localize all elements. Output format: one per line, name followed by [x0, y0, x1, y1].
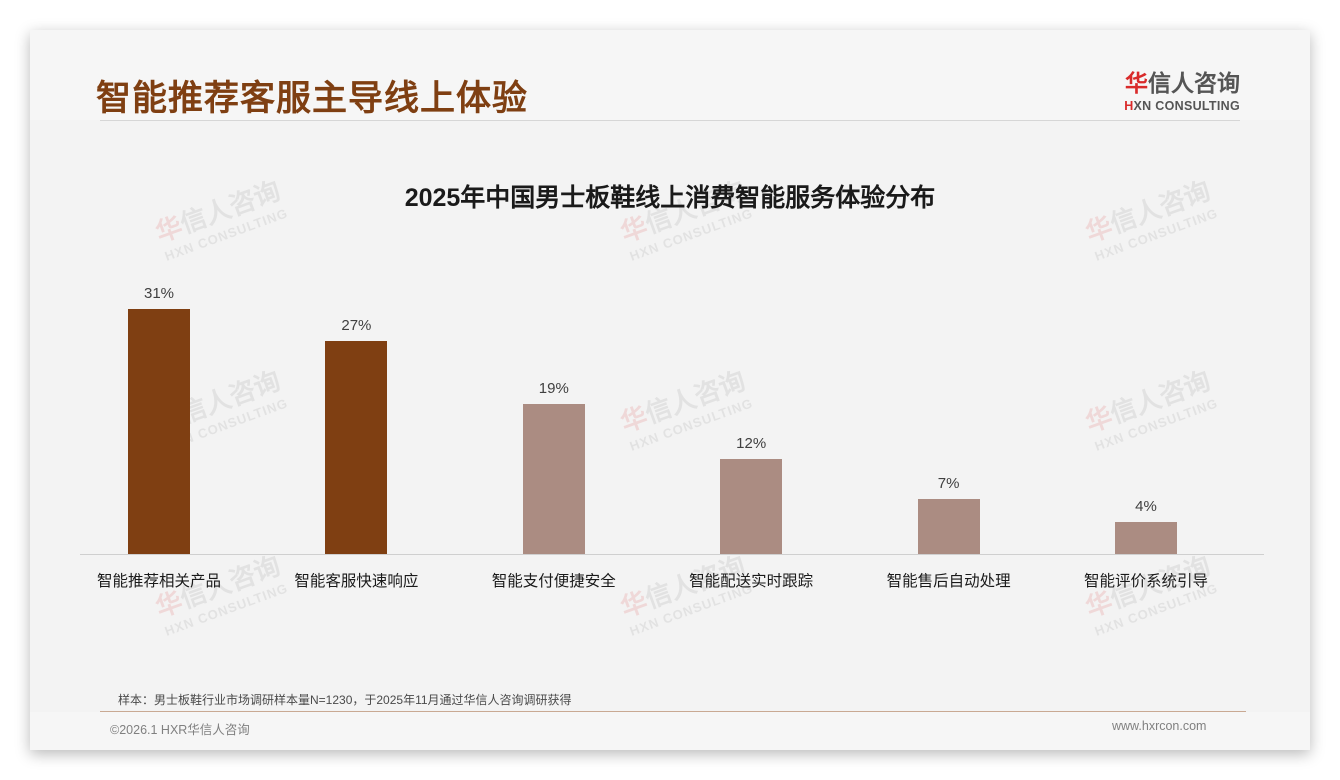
bar-value-label: 19%: [538, 380, 569, 397]
logo-cn: 华信人咨询: [1125, 70, 1240, 96]
bar-value-label: 12%: [736, 435, 767, 452]
page-title: 智能推荐客服主导线上体验: [96, 79, 529, 118]
bar: [325, 341, 388, 554]
footer-divider: [100, 711, 1246, 712]
bar-value-label: 27%: [341, 317, 372, 334]
bar: [522, 404, 585, 554]
footer-band: [30, 712, 1310, 750]
category-label: 智能支付便捷安全: [491, 573, 616, 590]
bar-value-label: 7%: [937, 475, 960, 492]
slide: 华信人咨询 HXN CONSULTING 华信人咨询 HXN CONSULTIN…: [30, 30, 1310, 750]
logo-en: HXN CONSULTING: [1124, 99, 1240, 113]
bar: [720, 459, 783, 554]
title-divider: [100, 120, 1240, 121]
watermark: 华信人咨询 HXN CONSULTING: [151, 550, 290, 639]
bar-chart: 31% 智能推荐相关产品 27% 智能客服快速响应 19% 智能支付便捷安全 12% 智能配送…: [80, 270, 1264, 590]
watermark: 华信人咨询 HXN CONSULTING: [1081, 550, 1220, 639]
sample-note: 样本：男士板鞋行业市场调研样本量N=1230，于2025年11月通过华信人咨询调…: [118, 693, 572, 707]
category-label: 智能售后自动处理: [886, 573, 1011, 590]
header-band: [30, 30, 1310, 120]
bar-value-label: 31%: [143, 285, 175, 302]
bar: [1115, 522, 1177, 554]
x-axis-line: [80, 554, 1264, 555]
chart-title: 2025年中国男士板鞋线上消费智能服务体验分布: [404, 184, 936, 212]
category-label: 智能评价系统引导: [1083, 573, 1208, 590]
watermark: 华信人咨询 HXN CONSULTING: [616, 550, 755, 639]
category-label: 智能推荐相关产品: [96, 573, 221, 590]
category-label: 智能客服快速响应: [294, 573, 419, 590]
bar-value-label: 4%: [1135, 498, 1157, 515]
bar: [917, 499, 980, 554]
bar: [128, 309, 190, 554]
copyright: ©2026.1 HXR华信人咨询: [110, 723, 250, 737]
website: www.hxrcon.com: [1112, 719, 1207, 733]
brand-logo: 华信人咨询 HXN CONSULTING: [1110, 64, 1240, 113]
category-label: 智能配送实时跟踪: [689, 573, 814, 590]
